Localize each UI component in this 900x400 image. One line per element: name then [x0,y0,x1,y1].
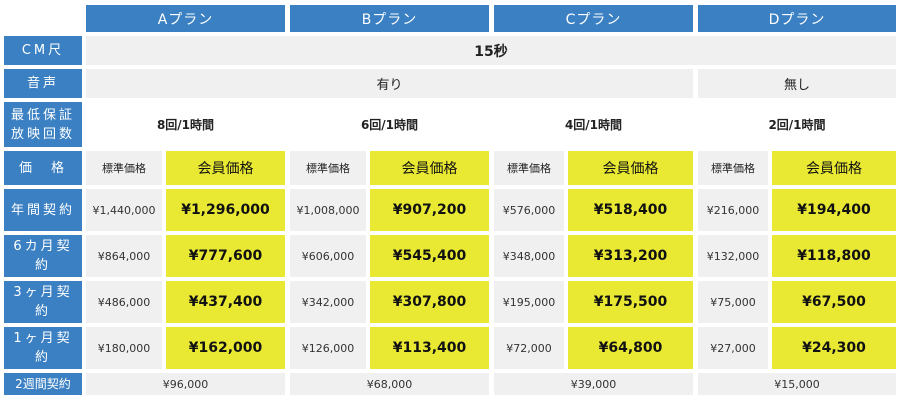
1-month-member-a: ¥162,000 [166,327,285,369]
3-months-standard-b: ¥342,000 [290,281,366,323]
3-months-standard-c: ¥195,000 [494,281,564,323]
row-header-price: 価 格 [4,151,82,185]
yearly-standard-b: ¥1,008,000 [290,189,366,231]
yearly-member-a: ¥1,296,000 [166,189,285,231]
row-header-6-months: 6カ月契約 [4,235,82,277]
label-member-price-d: 会員価格 [772,151,896,185]
6-months-member-c: ¥313,200 [568,235,693,277]
6-months-standard-c: ¥348,000 [494,235,564,277]
plan-header-d: Dプラン [698,5,896,32]
6-months-standard-a: ¥864,000 [86,235,162,277]
3-months-standard-d: ¥75,000 [698,281,768,323]
min-broadcasts-d: 2回/1時間 [768,118,826,132]
yearly-member-b: ¥907,200 [370,189,489,231]
1-month-standard-b: ¥126,000 [290,327,366,369]
3-months-member-d: ¥67,500 [772,281,896,323]
6-months-member-a: ¥777,600 [166,235,285,277]
6-months-member-d: ¥118,800 [772,235,896,277]
label-member-price-c: 会員価格 [568,151,693,185]
6-months-standard-b: ¥606,000 [290,235,366,277]
row-header-cm-length: CM尺 [4,36,82,65]
min-broadcasts-b: 6回/1時間 [360,118,419,132]
plan-header-c: Cプラン [494,5,693,32]
1-month-member-c: ¥64,800 [568,327,693,369]
1-month-member-b: ¥113,400 [370,327,489,369]
label-member-price-a: 会員価格 [166,151,285,185]
row-header-3-months: 3ヶ月契約 [4,281,82,323]
1-month-standard-d: ¥27,000 [698,327,768,369]
3-months-member-b: ¥307,800 [370,281,489,323]
plan-header-a: Aプラン [86,5,285,32]
label-standard-price-b: 標準価格 [290,151,366,185]
label-standard-price-d: 標準価格 [698,151,768,185]
label-member-price-b: 会員価格 [370,151,489,185]
row-header-1-month: 1ヶ月契約 [4,327,82,369]
6-months-standard-d: ¥132,000 [698,235,768,277]
row-header-2-weeks: 2週間契約 [4,373,82,395]
plan-header-b: Bプラン [290,5,489,32]
3-months-standard-a: ¥486,000 [86,281,162,323]
voice-value-d: 無し [698,69,896,98]
label-standard-price-a: 標準価格 [86,151,162,185]
yearly-standard-a: ¥1,440,000 [86,189,162,231]
2-weeks-price-a: ¥96,000 [86,373,285,395]
row-header-min-broadcasts: 最低保証 放映回数 [4,102,82,147]
3-months-member-a: ¥437,400 [166,281,285,323]
min-broadcasts-a: 8回/1時間 [156,118,215,132]
2-weeks-price-c: ¥39,000 [494,373,693,395]
3-months-member-c: ¥175,500 [568,281,693,323]
row-header-yearly: 年間契約 [4,189,82,231]
yearly-standard-d: ¥216,000 [698,189,768,231]
1-month-standard-a: ¥180,000 [86,327,162,369]
row-header-voice: 音声 [4,69,82,98]
yearly-member-d: ¥194,400 [772,189,896,231]
1-month-standard-c: ¥72,000 [494,327,564,369]
2-weeks-price-d: ¥15,000 [698,373,896,395]
cm-length-value: 15秒 [86,36,896,65]
voice-value-abc: 有り [86,69,693,98]
yearly-standard-c: ¥576,000 [494,189,564,231]
6-months-member-b: ¥545,400 [370,235,489,277]
2-weeks-price-b: ¥68,000 [290,373,489,395]
label-standard-price-c: 標準価格 [494,151,564,185]
1-month-member-d: ¥24,300 [772,327,896,369]
yearly-member-c: ¥518,400 [568,189,693,231]
min-broadcasts-c: 4回/1時間 [564,118,623,132]
